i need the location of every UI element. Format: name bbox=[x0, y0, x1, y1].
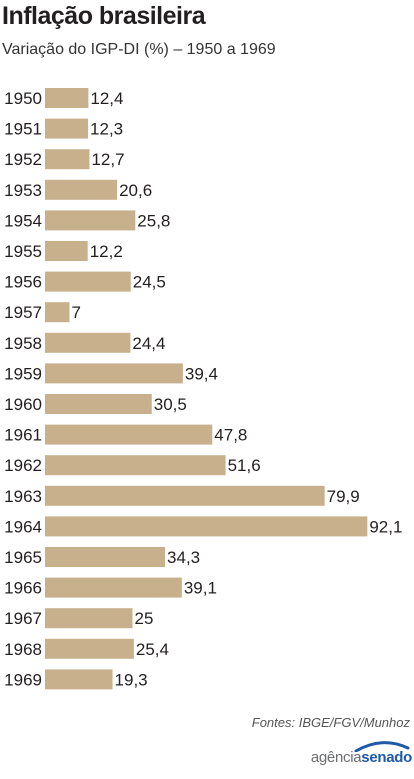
year-label: 1955 bbox=[4, 242, 42, 261]
value-label: 25 bbox=[135, 609, 154, 628]
bar bbox=[45, 516, 368, 537]
value-label: 7 bbox=[72, 303, 81, 322]
year-label: 1954 bbox=[4, 211, 42, 230]
year-label: 1959 bbox=[4, 364, 42, 383]
year-label: 1950 bbox=[4, 89, 42, 108]
value-label: 30,5 bbox=[154, 395, 187, 414]
value-label: 12,3 bbox=[90, 120, 123, 139]
value-label: 12,7 bbox=[91, 150, 124, 169]
bar bbox=[45, 302, 70, 323]
year-label: 1958 bbox=[4, 334, 42, 353]
year-label: 1957 bbox=[4, 303, 42, 322]
year-label: 1953 bbox=[4, 181, 42, 200]
bar bbox=[45, 332, 131, 353]
logo-text-part2: senado bbox=[361, 749, 412, 766]
year-label: 1960 bbox=[4, 395, 42, 414]
bar bbox=[45, 608, 133, 629]
bar bbox=[45, 210, 136, 231]
bar bbox=[45, 241, 88, 261]
bar bbox=[45, 88, 89, 108]
value-label: 92,1 bbox=[369, 517, 402, 536]
value-label: 20,6 bbox=[119, 181, 152, 200]
year-label: 1966 bbox=[4, 579, 42, 598]
value-label: 19,3 bbox=[115, 670, 148, 689]
year-label: 1969 bbox=[4, 670, 42, 689]
bar bbox=[45, 363, 183, 384]
logo-text: agênciasenado bbox=[311, 749, 412, 766]
bar bbox=[45, 455, 226, 476]
bar bbox=[45, 271, 131, 292]
bar bbox=[45, 669, 113, 690]
year-label: 1963 bbox=[4, 487, 42, 506]
year-label: 1956 bbox=[4, 273, 42, 292]
bar bbox=[45, 547, 166, 567]
value-label: 24,5 bbox=[133, 273, 166, 292]
bar bbox=[45, 485, 325, 506]
bar bbox=[45, 638, 134, 659]
value-label: 25,8 bbox=[137, 211, 170, 230]
value-label: 24,4 bbox=[132, 334, 165, 353]
bar bbox=[45, 118, 89, 139]
logo-text-part1: agência bbox=[310, 749, 362, 766]
value-label: 51,6 bbox=[228, 456, 261, 475]
bar bbox=[45, 577, 182, 598]
source-note: Fontes: IBGE/FGV/Munhoz bbox=[251, 715, 410, 730]
year-label: 1952 bbox=[4, 150, 42, 169]
bar-chart: 1950 12,4 1951 12,3 1952 12,7 1953 20,6 1954 25,8… bbox=[4, 88, 402, 690]
year-label: 1967 bbox=[4, 609, 42, 628]
logo-arc-icon bbox=[354, 741, 410, 752]
year-label: 1965 bbox=[4, 548, 42, 567]
chart-title: Inflação brasileira bbox=[2, 2, 206, 30]
bar bbox=[45, 179, 118, 200]
year-label: 1968 bbox=[4, 640, 42, 659]
bar bbox=[45, 149, 90, 170]
bar bbox=[45, 424, 213, 445]
agencia-senado-logo: agênciasenado bbox=[272, 738, 412, 772]
value-label: 25,4 bbox=[136, 640, 169, 659]
value-label: 39,4 bbox=[185, 364, 218, 383]
value-label: 12,2 bbox=[90, 242, 123, 261]
value-label: 12,4 bbox=[90, 89, 123, 108]
bar bbox=[45, 394, 152, 414]
value-label: 79,9 bbox=[327, 487, 360, 506]
year-label: 1951 bbox=[4, 120, 42, 139]
year-label: 1961 bbox=[4, 426, 42, 445]
value-label: 47,8 bbox=[214, 426, 247, 445]
value-label: 34,3 bbox=[167, 548, 200, 567]
chart-subtitle: Variação do IGP-DI (%) – 1950 a 1969 bbox=[2, 41, 276, 58]
year-label: 1964 bbox=[4, 517, 42, 536]
value-label: 39,1 bbox=[184, 579, 217, 598]
year-label: 1962 bbox=[4, 456, 42, 475]
